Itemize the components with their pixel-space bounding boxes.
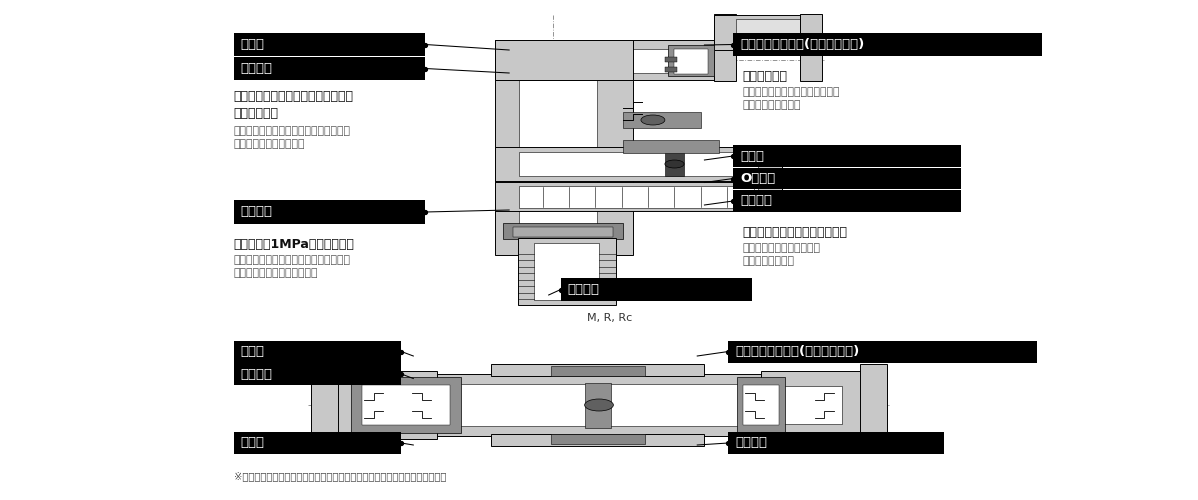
Bar (585, 382, 611, 428)
Bar (495, 40, 633, 80)
Text: 接続ねじ: 接続ねじ (568, 283, 600, 296)
Bar (234, 363, 401, 385)
Bar (551, 366, 645, 376)
Text: 狭いスペースでの配管に効果的: 狭いスペースでの配管に効果的 (743, 226, 848, 239)
Bar (674, 50, 708, 74)
Circle shape (665, 160, 684, 168)
Bar (335, 371, 437, 439)
Bar (737, 377, 785, 433)
Bar (495, 182, 782, 211)
Bar (519, 49, 704, 73)
Text: パッキン: パッキン (736, 436, 768, 450)
Bar (495, 40, 633, 255)
Text: チャーブ挿入時の抗抗が小。: チャーブ挿入時の抗抗が小。 (234, 268, 319, 278)
Text: 軽い取外し力: 軽い取外し力 (743, 70, 788, 83)
Bar (561, 278, 752, 301)
Text: チャーブ保持力を増大。: チャーブ保持力を増大。 (234, 139, 305, 149)
Text: パッキン: パッキン (241, 206, 273, 218)
Bar (353, 386, 419, 424)
Text: ボディとねじ部が回転し、: ボディとねじ部が回転し、 (743, 243, 821, 253)
Text: チャックがチャーブへ必要以上に: チャックがチャーブへ必要以上に (743, 87, 840, 97)
Bar (503, 223, 623, 239)
Circle shape (641, 115, 665, 125)
Bar (800, 14, 822, 81)
Bar (518, 238, 616, 305)
Text: 位置汿めが可能。: 位置汿めが可能。 (743, 256, 794, 266)
Text: ガイド: ガイド (241, 38, 265, 51)
Text: ボディ: ボディ (241, 436, 265, 450)
Bar (534, 242, 599, 300)
Bar (733, 190, 961, 212)
Text: スタッド: スタッド (740, 194, 773, 207)
Bar (714, 14, 736, 81)
Text: 大きな保持力: 大きな保持力 (234, 107, 279, 120)
Text: Oリング: Oリング (740, 172, 775, 185)
Text: チャック: チャック (241, 62, 273, 75)
Bar (728, 432, 944, 454)
Bar (519, 52, 597, 245)
Bar (668, 45, 714, 76)
Text: ナイロンにもウレタンにも使用可能: ナイロンにもウレタンにも使用可能 (234, 90, 353, 103)
Bar (733, 146, 961, 167)
Bar (733, 168, 961, 189)
Bar (665, 57, 677, 62)
Bar (519, 152, 758, 176)
Bar (728, 340, 1037, 362)
Bar (351, 377, 461, 433)
Text: M, R, Rc: M, R, Rc (587, 313, 633, 323)
Bar (665, 152, 684, 176)
Text: ガイド: ガイド (241, 345, 265, 358)
Text: リリースプッシュ(ライトグレー): リリースプッシュ(ライトグレー) (740, 38, 865, 51)
Bar (234, 33, 425, 56)
Text: ボディ: ボディ (740, 150, 764, 162)
Text: リリースプッシュ(ライトグレー): リリースプッシュ(ライトグレー) (736, 345, 860, 358)
Bar (513, 227, 613, 237)
Bar (434, 374, 763, 436)
Bar (623, 140, 719, 152)
Text: チャックにより確実な嚙い付きを行い、: チャックにより確実な嚙い付きを行い、 (234, 126, 351, 136)
Bar (491, 364, 704, 376)
Bar (234, 200, 425, 224)
Bar (495, 147, 782, 181)
Bar (743, 385, 779, 425)
Bar (362, 385, 450, 425)
Bar (519, 186, 758, 208)
Bar (234, 432, 401, 454)
Bar (551, 434, 645, 444)
Text: 低真空から1MPaまで使用可能: 低真空から1MPaまで使用可能 (234, 238, 355, 251)
Bar (776, 386, 842, 424)
Bar (860, 364, 887, 446)
Text: 嚙い込むのを防止。: 嚙い込むのを防止。 (743, 100, 801, 110)
Bar (733, 33, 1042, 56)
Bar (761, 371, 863, 439)
Text: チャック: チャック (241, 368, 273, 380)
Bar (714, 15, 810, 50)
Bar (311, 364, 338, 446)
Bar (736, 19, 801, 46)
Bar (623, 112, 701, 128)
Text: 特殊形状により、確実なシールおよび、: 特殊形状により、確実なシールおよび、 (234, 256, 351, 266)
Bar (453, 384, 744, 426)
Circle shape (585, 399, 613, 411)
Bar (495, 40, 734, 80)
Bar (665, 67, 677, 72)
Bar (234, 57, 425, 80)
Text: ※ねじ部がなくボディ材質が樹脂のみの製品は全て鋶系不可仕様となります。: ※ねじ部がなくボディ材質が樹脂のみの製品は全て鋶系不可仕様となります。 (234, 471, 446, 481)
Bar (491, 434, 704, 446)
Bar (234, 340, 401, 362)
